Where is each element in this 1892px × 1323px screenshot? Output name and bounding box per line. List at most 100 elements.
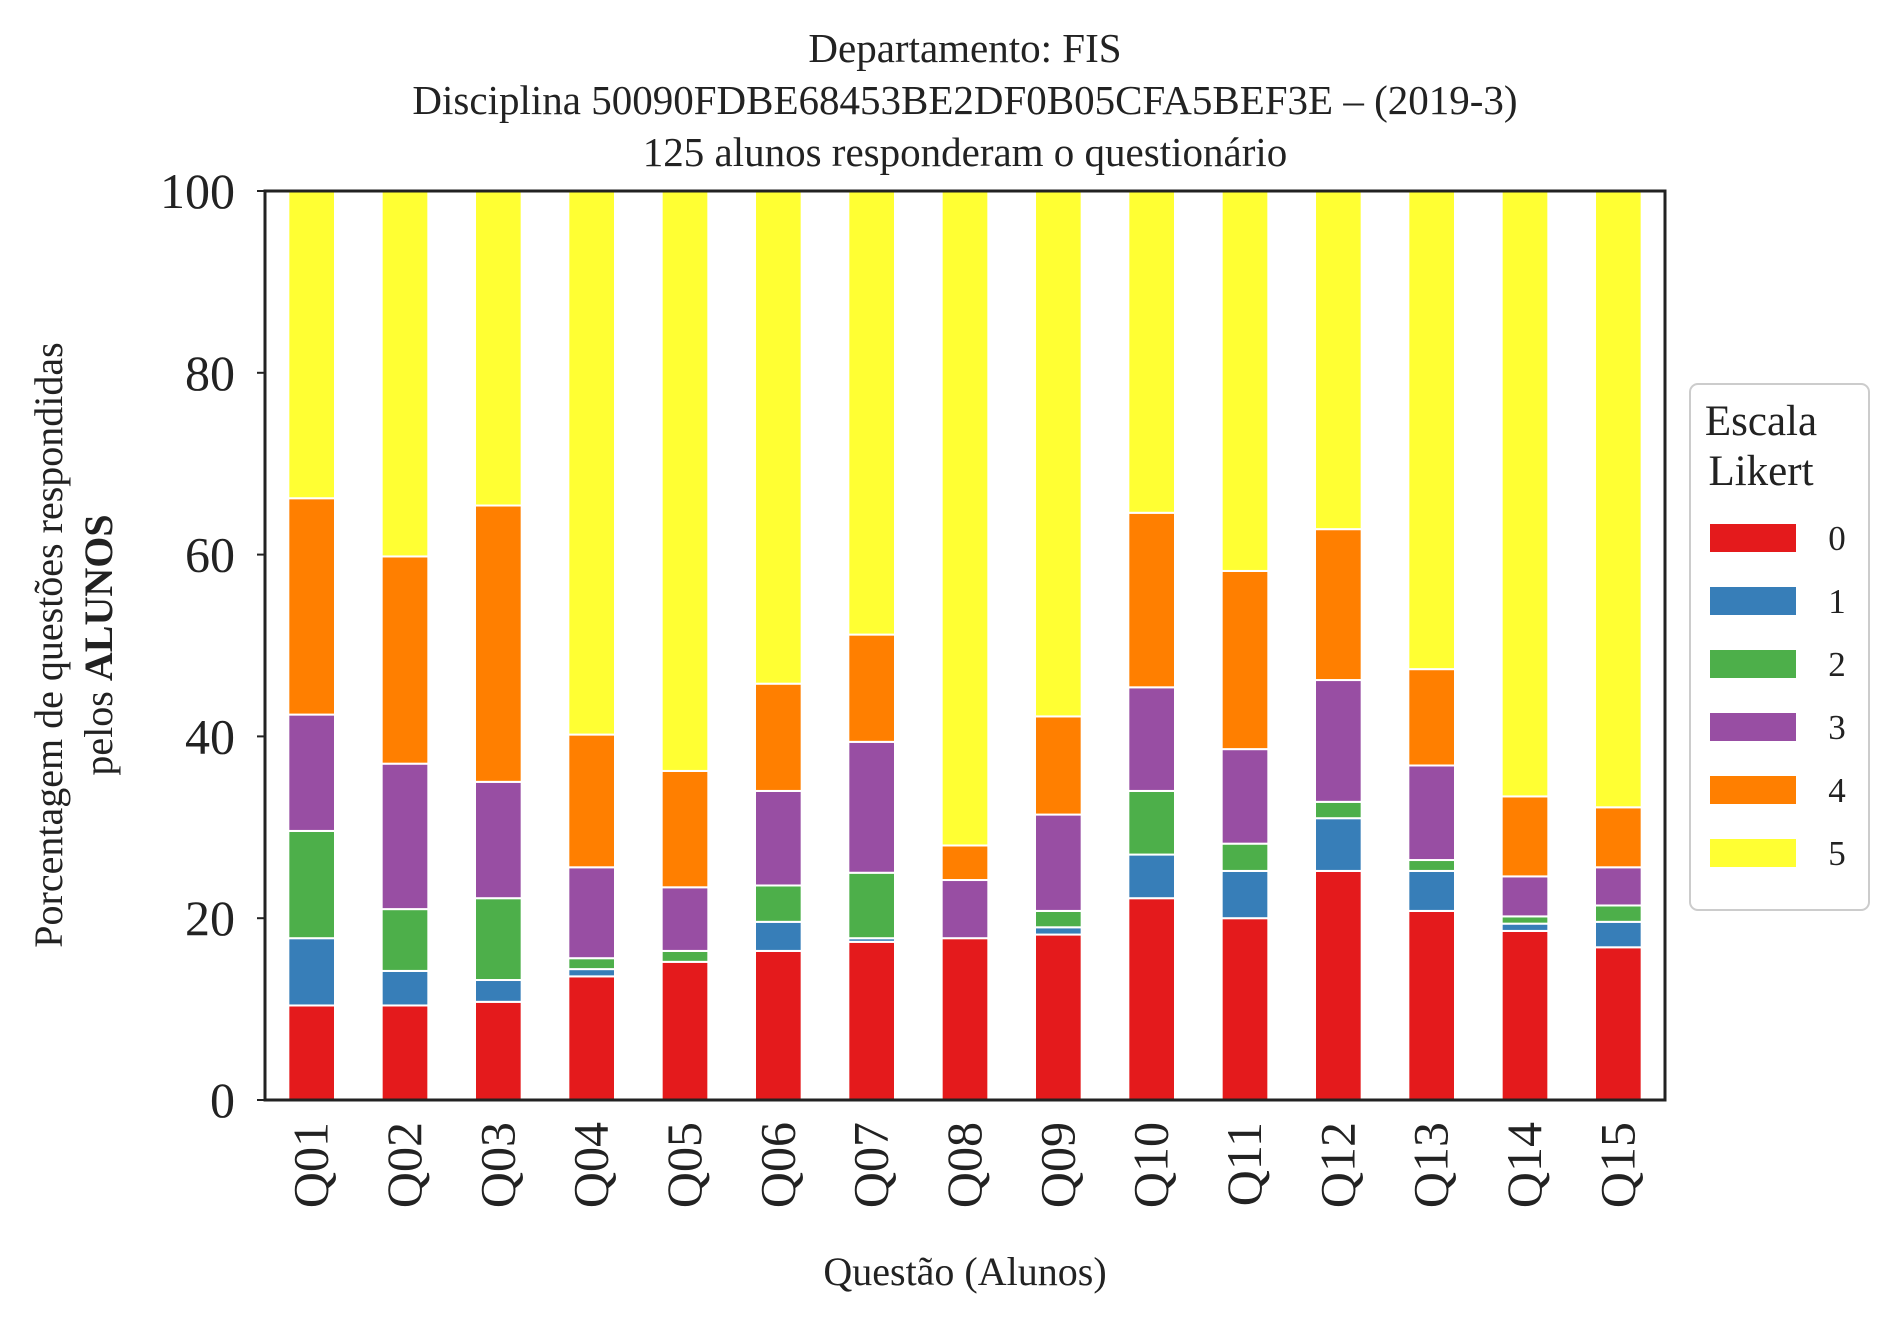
x-tick-label-q05: Q05 xyxy=(656,1122,712,1208)
bar-segment-q14-likert-4 xyxy=(1500,795,1550,878)
bar-segment-q12-likert-1 xyxy=(1314,817,1363,872)
bar-segment-q10-likert-4 xyxy=(1127,511,1177,689)
bar-segment-q03-likert-2 xyxy=(474,897,523,982)
title-line-1: Departamento: FIS xyxy=(808,25,1121,71)
bar-segment-q15-likert-1 xyxy=(1594,920,1643,949)
bar-segment-q08-likert-3 xyxy=(940,879,990,940)
bar-segment-q02-likert-3 xyxy=(380,762,430,911)
x-tick-label-q10: Q10 xyxy=(1123,1122,1179,1208)
bar-segment-q07-likert-0 xyxy=(847,940,896,1101)
bar-segment-q09-likert-2 xyxy=(1034,909,1083,929)
bar-segment-q08-likert-0 xyxy=(940,937,990,1101)
bar-segment-q01-likert-0 xyxy=(287,1004,337,1101)
bar-segment-q04-likert-0 xyxy=(567,975,616,1101)
bar-segment-q15-likert-4 xyxy=(1594,806,1643,869)
legend-swatch-0 xyxy=(1710,524,1796,552)
bar-segment-q14-likert-2 xyxy=(1500,915,1550,925)
bar-segment-q11-likert-0 xyxy=(1220,917,1270,1102)
bar-segment-q11-likert-5 xyxy=(1220,190,1270,572)
bar-segment-q14-likert-1 xyxy=(1500,922,1550,932)
bar-segment-q10-likert-3 xyxy=(1127,686,1177,792)
bar-segment-q12-likert-5 xyxy=(1314,190,1363,531)
bar-segment-q12-likert-3 xyxy=(1314,679,1363,803)
bar-segment-q03-likert-4 xyxy=(474,504,523,783)
x-tick-label-q04: Q04 xyxy=(563,1122,619,1208)
legend-swatch-4 xyxy=(1710,776,1796,804)
bar-segment-q11-likert-4 xyxy=(1220,569,1270,751)
bar-segment-q13-likert-5 xyxy=(1407,190,1457,671)
x-tick-label-q12: Q12 xyxy=(1309,1122,1365,1208)
y-axis-label-prefix: pelos xyxy=(76,681,121,775)
bar-segment-q06-likert-2 xyxy=(754,884,803,923)
bar-segment-q11-likert-2 xyxy=(1220,842,1270,872)
bar-segment-q06-likert-5 xyxy=(754,190,803,685)
bar-segment-q15-likert-5 xyxy=(1594,190,1643,809)
bar-segment-q07-likert-5 xyxy=(847,190,896,636)
bar-segment-q03-likert-0 xyxy=(474,1000,523,1101)
bar-segment-q13-likert-3 xyxy=(1407,764,1457,862)
legend-swatch-2 xyxy=(1710,650,1796,678)
x-tick-label-q15: Q15 xyxy=(1589,1122,1645,1208)
bar-segment-q04-likert-4 xyxy=(567,733,616,869)
bar-segment-q01-likert-3 xyxy=(287,713,337,832)
bar-segment-q06-likert-1 xyxy=(754,920,803,952)
bar-segment-q04-likert-3 xyxy=(567,866,616,960)
bar-segment-q15-likert-3 xyxy=(1594,866,1643,907)
bar-segment-q01-likert-5 xyxy=(287,190,337,500)
bar-segment-q07-likert-2 xyxy=(847,871,896,940)
bar-segment-q06-likert-4 xyxy=(754,682,803,792)
bar-segment-q11-likert-1 xyxy=(1220,869,1270,920)
bar-segment-q05-likert-5 xyxy=(660,190,710,772)
bar-segment-q05-likert-2 xyxy=(660,949,710,963)
bar-segment-q05-likert-4 xyxy=(660,769,710,889)
y-axis-label-bold: ALUNOS xyxy=(76,514,121,681)
y-tick-label-20: 20 xyxy=(185,890,235,946)
legend-label-3: 3 xyxy=(1828,708,1846,747)
legend-title-line-1: Escala xyxy=(1705,398,1817,445)
bar-segment-q02-likert-1 xyxy=(380,969,430,1007)
bar-segment-q04-likert-2 xyxy=(567,957,616,971)
plot-frame xyxy=(263,189,1667,1102)
bar-segment-q01-likert-2 xyxy=(287,829,337,940)
bar-segment-q01-likert-1 xyxy=(287,937,337,1007)
bars-group xyxy=(287,190,1643,1102)
bar-segment-q14-likert-3 xyxy=(1500,875,1550,918)
bar-segment-q04-likert-1 xyxy=(567,968,616,978)
bar-segment-q11-likert-3 xyxy=(1220,748,1270,845)
bar-segment-q14-likert-5 xyxy=(1500,190,1550,798)
x-tick-label-q03: Q03 xyxy=(469,1122,525,1208)
bar-segment-q12-likert-0 xyxy=(1314,869,1363,1101)
y-tick-label-40: 40 xyxy=(185,708,235,764)
bar-segment-q05-likert-0 xyxy=(660,960,710,1101)
y-tick-label-60: 60 xyxy=(185,527,235,583)
bar-segment-q09-likert-4 xyxy=(1034,715,1083,816)
bar-segment-q13-likert-0 xyxy=(1407,909,1457,1101)
y-tick-label-80: 80 xyxy=(185,345,235,401)
legend-title-line-2: Likert xyxy=(1708,448,1813,495)
legend-label-0: 0 xyxy=(1828,519,1846,558)
x-axis-ticks: Q01 Q02 Q03 Q04 Q05 Q06 Q07 Q08 Q09 Q10 Q11 Q12 Q13 Q… xyxy=(283,1122,1646,1208)
bar-segment-q02-likert-0 xyxy=(380,1004,430,1101)
y-axis-label-line-2: pelos ALUNOS xyxy=(76,514,121,775)
legend-entries: 0 1 2 3 4 5 xyxy=(1710,519,1846,873)
bar-segment-q12-likert-4 xyxy=(1314,528,1363,682)
title-line-2: Disciplina 50090FDBE68453BE2DF0B05CFA5BE… xyxy=(412,77,1517,123)
bar-segment-q02-likert-4 xyxy=(380,555,430,765)
legend-swatch-1 xyxy=(1710,587,1796,615)
legend-label-2: 2 xyxy=(1828,645,1846,684)
chart-title: Departamento: FIS Disciplina 50090FDBE68… xyxy=(412,25,1517,175)
y-tick-label-100: 100 xyxy=(160,163,235,219)
bar-segment-q10-likert-0 xyxy=(1127,897,1177,1102)
x-tick-label-q14: Q14 xyxy=(1496,1122,1552,1208)
title-line-3: 125 alunos responderam o questionário xyxy=(643,129,1287,175)
bar-segment-q02-likert-2 xyxy=(380,908,430,972)
bar-segment-q01-likert-4 xyxy=(287,497,337,716)
x-tick-label-q13: Q13 xyxy=(1403,1122,1459,1208)
bar-segment-q05-likert-3 xyxy=(660,886,710,952)
x-tick-label-q11: Q11 xyxy=(1216,1122,1272,1206)
bar-segment-q13-likert-4 xyxy=(1407,668,1457,767)
bar-segment-q09-likert-5 xyxy=(1034,190,1083,718)
x-tick-label-q01: Q01 xyxy=(283,1122,339,1208)
bar-segment-q06-likert-0 xyxy=(754,949,803,1102)
